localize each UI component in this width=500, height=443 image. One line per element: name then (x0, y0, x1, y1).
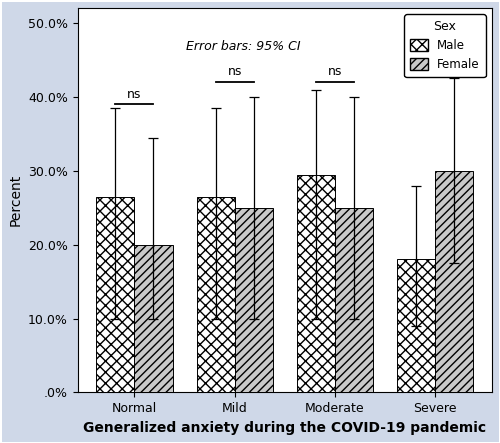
Bar (334, 208, 372, 392)
Bar (397, 260, 435, 392)
Bar (96, 197, 134, 392)
Text: ns: ns (328, 66, 342, 78)
X-axis label: Generalized anxiety during the COVID-19 pandemic: Generalized anxiety during the COVID-19 … (83, 421, 486, 435)
Bar (234, 208, 273, 392)
Y-axis label: Percent: Percent (8, 174, 22, 226)
Text: ns: ns (428, 58, 442, 71)
Bar (134, 245, 172, 392)
Bar (435, 171, 473, 392)
Text: Error bars: 95% CI: Error bars: 95% CI (186, 40, 300, 53)
Text: ns: ns (128, 88, 141, 101)
Text: ns: ns (228, 66, 242, 78)
Bar (196, 197, 234, 392)
Legend: Male, Female: Male, Female (404, 14, 486, 77)
Bar (296, 175, 335, 392)
